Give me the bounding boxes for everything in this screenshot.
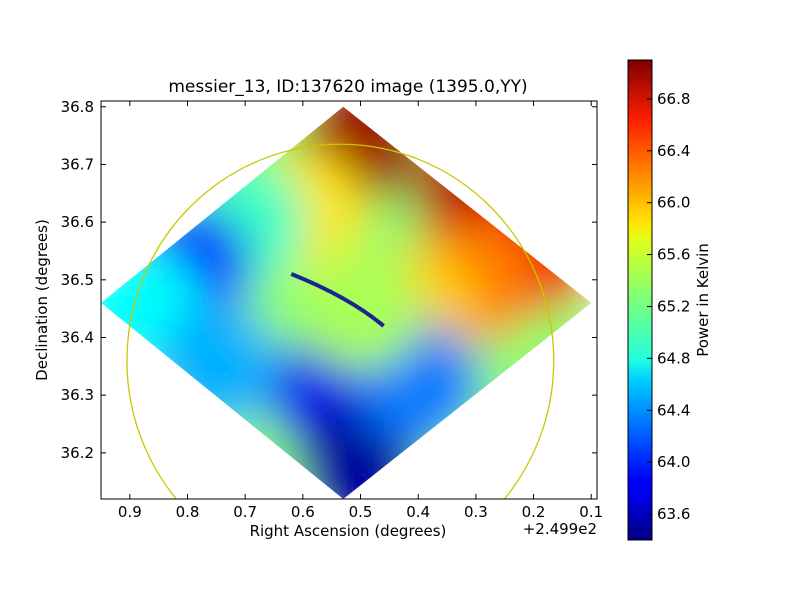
chart-title: messier_13, ID:137620 image (1395.0,YY)	[168, 77, 527, 97]
plot-area	[101, 101, 597, 499]
colorbar-tick-label: 65.6	[657, 246, 690, 264]
x-tick-label: 0.6	[291, 503, 315, 521]
y-tick-label: 36.7	[61, 155, 94, 173]
x-tick-label: 0.2	[522, 503, 546, 521]
x-tick-label: 0.4	[406, 503, 430, 521]
colorbar-tick-label: 64.8	[657, 349, 690, 367]
colorbar-tick-label: 66.8	[657, 90, 690, 108]
x-tick-label: 0.7	[233, 503, 257, 521]
beam-circle	[126, 143, 555, 499]
y-tick-label: 36.4	[61, 328, 94, 346]
plot-frame	[100, 100, 598, 500]
y-axis-label: Declination (degrees)	[33, 219, 51, 381]
x-tick-label: 0.5	[349, 503, 373, 521]
x-axis-label: Right Ascension (degrees)	[250, 522, 447, 540]
dark-seams	[290, 272, 385, 328]
y-tick-label: 36.8	[61, 98, 94, 116]
x-tick-label: 0.1	[579, 503, 603, 521]
y-axis: 36.2 36.3 36.4 36.5 36.6 36.7 36.8	[61, 98, 597, 462]
colorbar-tick-label: 66.0	[657, 194, 690, 212]
x-offset-label: +2.499e2	[523, 520, 597, 538]
colorbar-label: Power in Kelvin	[694, 243, 712, 357]
x-tick-label: 0.8	[176, 503, 200, 521]
colorbar-tick-label: 66.4	[657, 142, 690, 160]
x-tick-label: 0.9	[118, 503, 142, 521]
y-tick-label: 36.3	[61, 386, 94, 404]
x-axis: 0.9 0.8 0.7 0.6 0.5 0.4 0.3 0.2 0.1	[118, 101, 603, 521]
colorbar-tick-label: 64.4	[657, 401, 690, 419]
x-tick-label: 0.3	[464, 503, 488, 521]
colorbar-tick-label: 65.2	[657, 297, 690, 315]
colorbar: 63.6 64.0 64.4 64.8 65.2 65.6 66.0 66.4 66.8 Pow…	[627, 59, 712, 541]
colorbar-tick-label: 63.6	[657, 505, 690, 523]
y-tick-label: 36.6	[61, 213, 94, 231]
y-tick-label: 36.5	[61, 271, 94, 289]
y-tick-label: 36.2	[61, 444, 94, 462]
colorbar-gradient	[627, 59, 653, 541]
colorbar-tick-label: 64.0	[657, 453, 690, 471]
